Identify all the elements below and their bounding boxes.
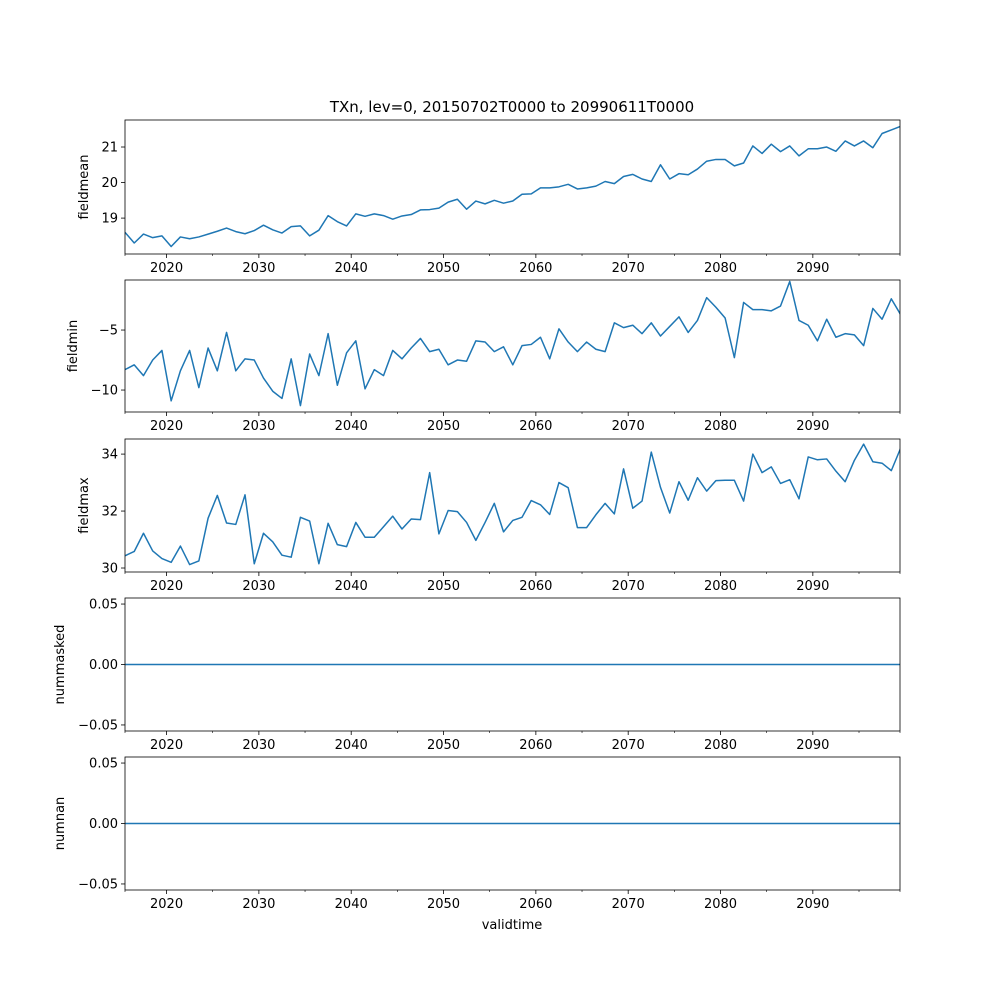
x-tick-label: 2050 bbox=[427, 419, 460, 434]
x-tick-label: 2020 bbox=[150, 261, 183, 276]
x-tick-label: 2090 bbox=[796, 897, 829, 912]
x-tick-label: 2060 bbox=[519, 579, 552, 594]
x-tick-label: 2070 bbox=[612, 579, 645, 594]
x-tick-label: 2070 bbox=[612, 419, 645, 434]
x-axis-label: validtime bbox=[482, 918, 543, 933]
x-tick-label: 2030 bbox=[242, 579, 275, 594]
x-tick-label: 2090 bbox=[796, 738, 829, 753]
y-tick-label: −0.05 bbox=[78, 718, 118, 733]
y-tick-label: −10 bbox=[91, 384, 118, 399]
x-tick-label: 2080 bbox=[704, 579, 737, 594]
subplot-nummasked: 2020 2030 2040 2050 2060 2070 2080 2090 −0.05 0.0… bbox=[53, 598, 901, 753]
x-tick-label: 2080 bbox=[704, 897, 737, 912]
x-tick-label: 2020 bbox=[150, 419, 183, 434]
x-tick-label: 2090 bbox=[796, 579, 829, 594]
chart-title: TXn, lev=0, 20150702T0000 to 20990611T00… bbox=[329, 98, 694, 116]
x-tick-label: 2020 bbox=[150, 579, 183, 594]
y-axis-label: numnan bbox=[53, 797, 68, 851]
x-tick-label: 2030 bbox=[242, 897, 275, 912]
subplot-numnan: 2020 2030 2040 2050 2060 2070 2080 2090 −0.05 0.0… bbox=[53, 757, 901, 912]
x-tick-label: 2020 bbox=[150, 897, 183, 912]
x-tick-label: 2040 bbox=[335, 261, 368, 276]
subplot-fieldmin: 2020 2030 2040 2050 2060 2070 2080 2090 −10 −5 fie… bbox=[66, 279, 901, 434]
y-tick-label: 34 bbox=[101, 448, 118, 463]
y-tick-label: 0.00 bbox=[89, 658, 118, 673]
x-tick-label: 2080 bbox=[704, 419, 737, 434]
y-tick-label: 21 bbox=[101, 141, 118, 156]
x-tick-label: 2030 bbox=[242, 419, 275, 434]
x-tick-label: 2070 bbox=[612, 897, 645, 912]
x-tick-label: 2050 bbox=[427, 897, 460, 912]
x-tick-label: 2060 bbox=[519, 419, 552, 434]
x-tick-label: 2030 bbox=[242, 738, 275, 753]
x-tick-label: 2030 bbox=[242, 261, 275, 276]
x-tick-label: 2080 bbox=[704, 738, 737, 753]
y-tick-label: 0.00 bbox=[89, 817, 118, 832]
axes-frame bbox=[124, 438, 901, 573]
y-tick-label: 32 bbox=[101, 505, 118, 520]
y-axis-label: nummasked bbox=[53, 625, 68, 705]
y-tick-label: −0.05 bbox=[78, 877, 118, 892]
y-tick-label: 0.05 bbox=[89, 757, 118, 772]
series-line-fieldmax bbox=[125, 443, 900, 566]
axes-frame bbox=[124, 119, 901, 255]
x-tick-label: 2020 bbox=[150, 738, 183, 753]
x-tick-label: 2070 bbox=[612, 738, 645, 753]
x-tick-label: 2090 bbox=[796, 419, 829, 434]
x-tick-label: 2040 bbox=[335, 897, 368, 912]
series-line-fieldmean bbox=[125, 125, 900, 248]
series-line-fieldmin bbox=[125, 280, 900, 407]
y-axis-label: fieldmean bbox=[77, 155, 92, 220]
x-tick-label: 2040 bbox=[335, 579, 368, 594]
x-tick-label: 2050 bbox=[427, 738, 460, 753]
x-tick-label: 2060 bbox=[519, 738, 552, 753]
y-axis-label: fieldmin bbox=[66, 320, 81, 373]
y-tick-label: 20 bbox=[101, 176, 118, 191]
subplot-fieldmean: 2020 2030 2040 2050 2060 2070 2080 2090 19 20 21 fi… bbox=[77, 119, 901, 276]
x-tick-label: 2070 bbox=[612, 261, 645, 276]
axes-frame bbox=[124, 279, 901, 413]
x-tick-label: 2080 bbox=[704, 261, 737, 276]
x-tick-label: 2090 bbox=[796, 261, 829, 276]
y-tick-label: 19 bbox=[101, 212, 118, 227]
x-tick-label: 2060 bbox=[519, 261, 552, 276]
y-tick-label: 30 bbox=[101, 562, 118, 577]
x-tick-label: 2050 bbox=[427, 261, 460, 276]
x-tick-label: 2050 bbox=[427, 579, 460, 594]
x-tick-label: 2040 bbox=[335, 419, 368, 434]
x-tick-label: 2060 bbox=[519, 897, 552, 912]
subplot-fieldmax: 2020 2030 2040 2050 2060 2070 2080 2090 30 32 34 fi… bbox=[77, 438, 901, 594]
x-tick-label: 2040 bbox=[335, 738, 368, 753]
y-tick-label: 0.05 bbox=[89, 598, 118, 613]
y-axis-label: fieldmax bbox=[77, 477, 92, 534]
y-tick-label: −5 bbox=[99, 324, 118, 339]
